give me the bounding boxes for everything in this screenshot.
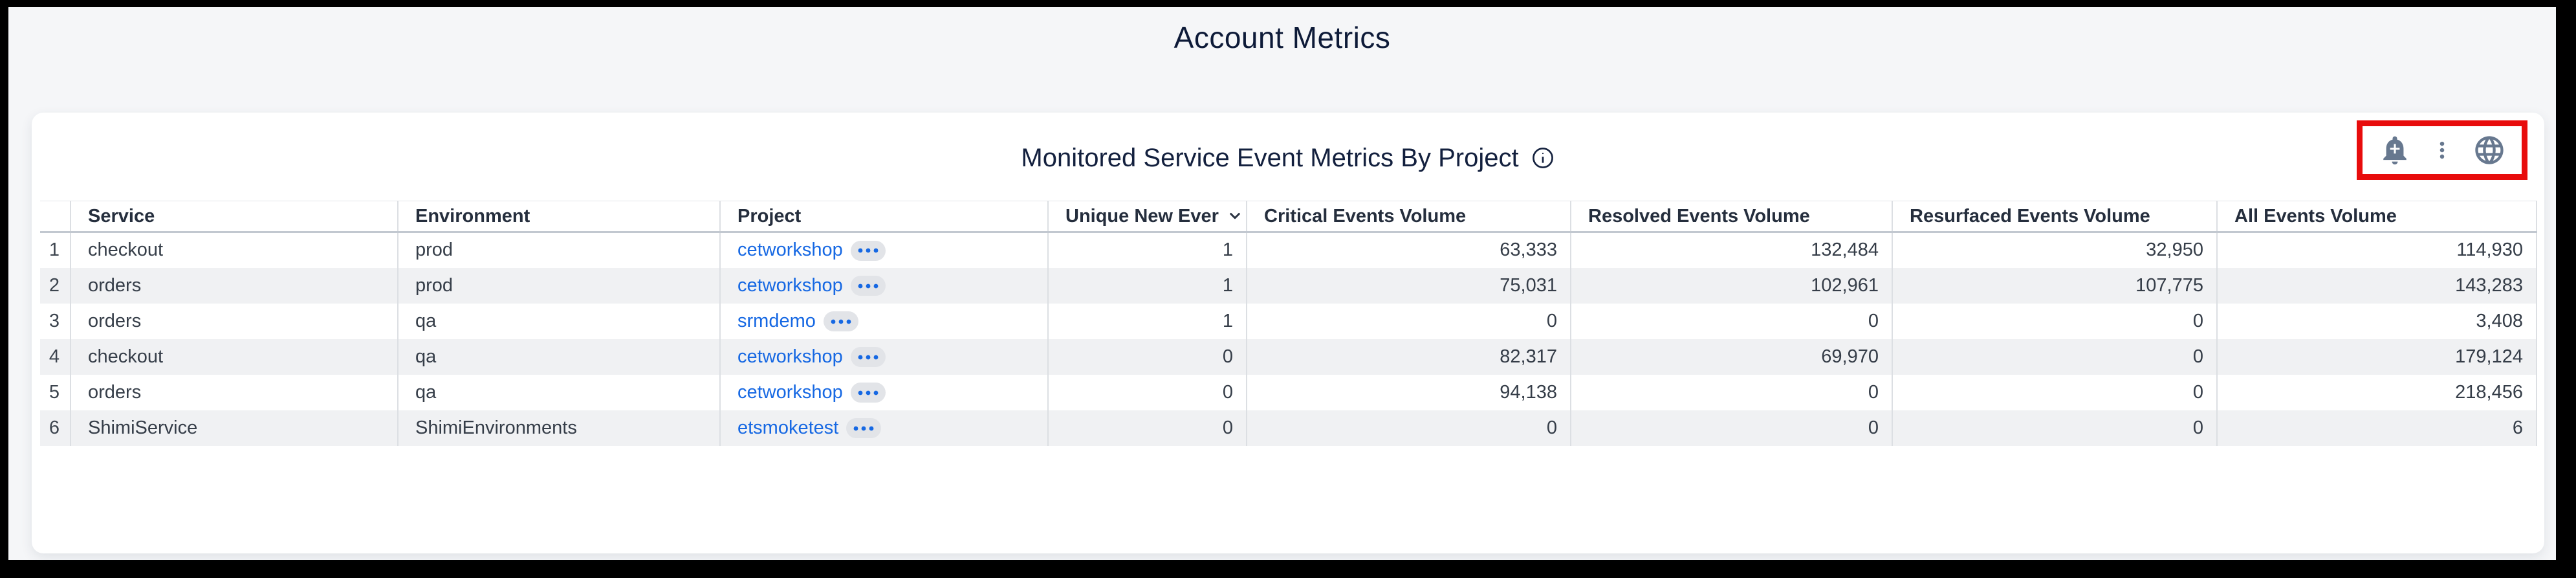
more-options-kebab-icon[interactable] [2431, 133, 2453, 167]
project-link[interactable]: cetworkshop [737, 381, 843, 403]
row-number: 6 [40, 410, 71, 446]
cell-environment: prod [398, 232, 721, 268]
cell-all-events: 3,408 [2217, 303, 2537, 339]
cell-environment: prod [398, 267, 721, 304]
column-header-critical[interactable]: Critical Events Volume [1247, 201, 1571, 233]
table-row: 2 orders prod cetworkshop 1 75,031 102,9… [40, 267, 2537, 304]
table-row: 3 orders qa srmdemo 1 0 0 0 3,408 [40, 303, 2537, 339]
cell-environment: ShimiEnvironments [398, 410, 721, 446]
project-link[interactable]: cetworkshop [737, 346, 843, 367]
column-header-rownum [40, 201, 71, 233]
table-header-row: Service Environment Project Unique New E… [40, 201, 2537, 233]
column-header-resurfaced[interactable]: Resurfaced Events Volume [1892, 201, 2218, 233]
panel-card: Monitored Service Event Metrics By Proje… [32, 113, 2544, 553]
panel-title: Monitored Service Event Metrics By Proje… [1021, 144, 1519, 172]
column-header-project[interactable]: Project [720, 201, 1049, 233]
table-row: 1 checkout prod cetworkshop 1 63,333 132… [40, 232, 2537, 268]
cell-service: checkout [71, 232, 398, 268]
sort-chevron-down-icon[interactable] [1225, 206, 1245, 225]
project-more-ellipsis-icon[interactable] [850, 276, 886, 296]
project-more-ellipsis-icon[interactable] [823, 311, 858, 331]
cell-critical: 63,333 [1247, 232, 1571, 268]
cell-resurfaced: 0 [1892, 410, 2218, 446]
project-link[interactable]: srmdemo [737, 310, 816, 331]
cell-project: cetworkshop [720, 339, 1049, 375]
metrics-table: Service Environment Project Unique New E… [40, 201, 2537, 446]
cell-critical: 0 [1247, 303, 1571, 339]
table-row: 5 orders qa cetworkshop 0 94,138 0 0 218… [40, 374, 2537, 410]
column-header-resolved[interactable]: Resolved Events Volume [1571, 201, 1893, 233]
cell-all-events: 6 [2217, 410, 2537, 446]
globe-icon[interactable] [2472, 133, 2506, 167]
column-header-environment[interactable]: Environment [398, 201, 721, 233]
project-more-ellipsis-icon[interactable] [846, 418, 882, 438]
cell-resolved: 102,961 [1571, 267, 1893, 304]
project-link[interactable]: etsmoketest [737, 417, 839, 438]
page-background: Account Metrics Monitored Service Event … [8, 7, 2556, 560]
column-header-unique-new[interactable]: Unique New Ever [1048, 201, 1247, 233]
cell-unique-new: 1 [1048, 232, 1247, 268]
cell-service: checkout [71, 339, 398, 375]
cell-resurfaced: 107,775 [1892, 267, 2218, 304]
cell-resurfaced: 0 [1892, 303, 2218, 339]
row-number: 1 [40, 232, 71, 268]
project-more-ellipsis-icon[interactable] [850, 240, 886, 261]
column-header-service[interactable]: Service [71, 201, 398, 233]
cell-critical: 94,138 [1247, 374, 1571, 410]
table-row: 4 checkout qa cetworkshop 0 82,317 69,97… [40, 339, 2537, 375]
column-header-all-events[interactable]: All Events Volume [2217, 201, 2537, 233]
row-number: 2 [40, 267, 71, 304]
cell-unique-new: 0 [1048, 339, 1247, 375]
cell-unique-new: 1 [1048, 303, 1247, 339]
cell-project: cetworkshop [720, 374, 1049, 410]
cell-resolved: 0 [1571, 410, 1893, 446]
cell-all-events: 143,283 [2217, 267, 2537, 304]
project-more-ellipsis-icon[interactable] [850, 347, 886, 367]
project-more-ellipsis-icon[interactable] [850, 383, 886, 403]
cell-service: orders [71, 267, 398, 304]
cell-environment: qa [398, 374, 721, 410]
row-number: 5 [40, 374, 71, 410]
cell-critical: 75,031 [1247, 267, 1571, 304]
cell-environment: qa [398, 303, 721, 339]
cell-service: ShimiService [71, 410, 398, 446]
project-link[interactable]: cetworkshop [737, 274, 843, 296]
cell-resolved: 69,970 [1571, 339, 1893, 375]
table-row: 6 ShimiService ShimiEnvironments etsmoke… [40, 410, 2537, 446]
cell-unique-new: 1 [1048, 267, 1247, 304]
cell-resolved: 132,484 [1571, 232, 1893, 268]
cell-project: cetworkshop [720, 267, 1049, 304]
table-body: 1 checkout prod cetworkshop 1 63,333 132… [40, 232, 2537, 446]
cell-critical: 82,317 [1247, 339, 1571, 375]
cell-resolved: 0 [1571, 303, 1893, 339]
cell-resurfaced: 32,950 [1892, 232, 2218, 268]
cell-critical: 0 [1247, 410, 1571, 446]
panel-toolbar-highlighted [2357, 120, 2527, 180]
cell-project: etsmoketest [720, 410, 1049, 446]
page-title: Account Metrics [1173, 21, 1391, 54]
cell-project: cetworkshop [720, 232, 1049, 268]
cell-environment: qa [398, 339, 721, 375]
info-icon[interactable] [1531, 146, 1555, 170]
add-alert-icon[interactable] [2378, 133, 2412, 167]
panel-header: Monitored Service Event Metrics By Proje… [32, 144, 2544, 173]
cell-service: orders [71, 374, 398, 410]
cell-project: srmdemo [720, 303, 1049, 339]
cell-all-events: 114,930 [2217, 232, 2537, 268]
project-link[interactable]: cetworkshop [737, 239, 843, 261]
cell-all-events: 179,124 [2217, 339, 2537, 375]
row-number: 3 [40, 303, 71, 339]
row-number: 4 [40, 339, 71, 375]
cell-all-events: 218,456 [2217, 374, 2537, 410]
cell-resurfaced: 0 [1892, 339, 2218, 375]
cell-unique-new: 0 [1048, 374, 1247, 410]
cell-unique-new: 0 [1048, 410, 1247, 446]
cell-service: orders [71, 303, 398, 339]
cell-resurfaced: 0 [1892, 374, 2218, 410]
cell-resolved: 0 [1571, 374, 1893, 410]
